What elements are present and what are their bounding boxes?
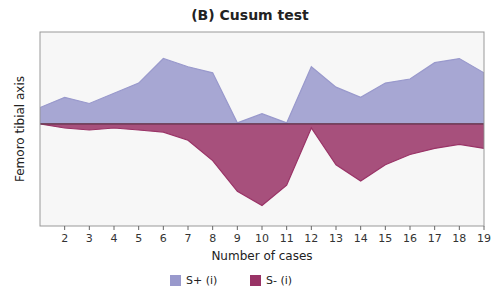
plot-background: [40, 32, 484, 226]
x-tick-label: 14: [354, 232, 368, 245]
legend-swatch: [170, 275, 181, 286]
x-tick: [138, 226, 139, 230]
x-tick-label: 2: [61, 232, 68, 245]
chart: (B) Cusum test 2 3 4 5 6 7 8 9 10 11 12 13 14 15 16 17 18…: [0, 0, 500, 298]
area: [40, 124, 484, 206]
x-tick-label: 16: [403, 232, 417, 245]
y-axis-label: Femoro tibial axis: [13, 76, 27, 182]
data-area: [40, 59, 484, 206]
x-tick-label: 5: [135, 232, 142, 245]
x-tick: [163, 226, 164, 230]
x-tick: [114, 226, 115, 230]
x-tick: [212, 226, 213, 230]
x-tick-label: 13: [329, 232, 343, 245]
legend-label: S- (i): [266, 274, 292, 287]
x-tick: [336, 226, 337, 230]
x-tick-label: 12: [304, 232, 318, 245]
x-tick-label: 3: [86, 232, 93, 245]
x-tick: [385, 226, 386, 230]
x-tick-label: 8: [209, 232, 216, 245]
x-tick: [484, 226, 485, 230]
x-tick: [188, 226, 189, 230]
x-tick-label: 10: [255, 232, 269, 245]
area: [40, 59, 484, 124]
x-tick: [237, 226, 238, 230]
x-tick-label: 15: [378, 232, 392, 245]
x-tick-label: 9: [234, 232, 241, 245]
legend-label: S+ (i): [186, 274, 217, 287]
x-tick: [262, 226, 263, 230]
x-tick-label: 6: [160, 232, 167, 245]
x-tick-label: 17: [428, 232, 442, 245]
x-tick-label: 7: [185, 232, 192, 245]
zero-line: [40, 123, 484, 124]
x-tick: [459, 226, 460, 230]
x-tick-label: 18: [452, 232, 466, 245]
title: (B) Cusum test: [191, 7, 309, 23]
x-axis-label: Number of cases: [211, 249, 312, 263]
x-tick: [286, 226, 287, 230]
legend-swatch: [250, 275, 261, 286]
x-tick: [64, 226, 65, 230]
x-tick-label: 11: [280, 232, 294, 245]
x-tick: [410, 226, 411, 230]
x-tick: [360, 226, 361, 230]
x-tick: [434, 226, 435, 230]
legend: S+ (i) S- (i): [170, 274, 292, 287]
x-tick-label: 4: [111, 232, 118, 245]
plot-frame: [40, 32, 484, 226]
x-tick: [311, 226, 312, 230]
x-tick-label: 19: [477, 232, 491, 245]
x-tick: [89, 226, 90, 230]
